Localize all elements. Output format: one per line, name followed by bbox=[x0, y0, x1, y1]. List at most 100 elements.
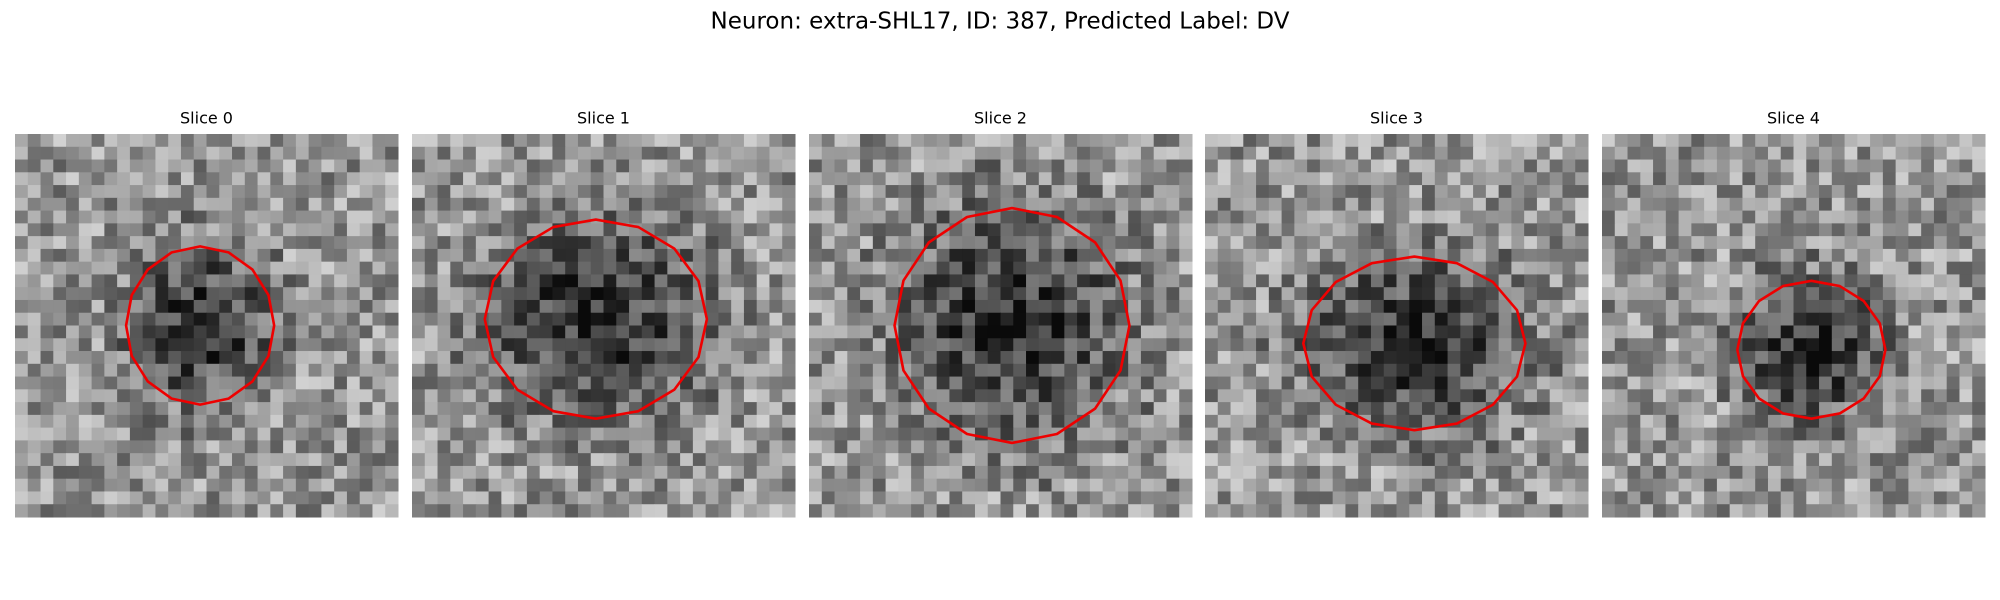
pixel bbox=[1602, 210, 1616, 224]
pixel bbox=[104, 453, 118, 467]
pixel bbox=[654, 287, 668, 301]
pixel bbox=[53, 236, 67, 250]
pixel bbox=[104, 414, 118, 429]
pixel bbox=[743, 389, 758, 403]
pixel bbox=[1908, 389, 1922, 403]
pixel bbox=[1345, 274, 1359, 288]
pixel bbox=[1806, 376, 1820, 390]
pixel bbox=[616, 491, 630, 505]
pixel bbox=[705, 504, 719, 518]
pixel bbox=[1882, 146, 1897, 161]
panel-title: Slice 2 bbox=[974, 109, 1027, 128]
pixel bbox=[680, 312, 694, 327]
pixel bbox=[987, 389, 1002, 403]
pixel bbox=[539, 287, 553, 301]
pixel bbox=[1409, 299, 1423, 314]
pixel bbox=[1294, 312, 1308, 327]
pixel bbox=[1396, 287, 1410, 301]
pixel bbox=[1614, 159, 1629, 173]
pixel bbox=[1653, 491, 1667, 505]
pixel bbox=[488, 453, 502, 467]
pixel bbox=[437, 478, 451, 492]
pixel bbox=[641, 440, 656, 454]
pixel bbox=[1716, 363, 1731, 378]
pixel bbox=[27, 261, 42, 275]
pixel bbox=[359, 312, 373, 327]
pixel bbox=[1602, 185, 1616, 199]
pixel bbox=[1704, 389, 1718, 403]
pixel bbox=[821, 491, 836, 505]
pixel bbox=[1562, 159, 1576, 173]
pixel bbox=[860, 210, 874, 224]
pixel bbox=[1370, 146, 1385, 161]
pixel bbox=[641, 146, 656, 161]
pixel bbox=[1166, 248, 1180, 263]
pixel bbox=[1755, 465, 1769, 480]
pixel bbox=[629, 261, 643, 275]
pixel bbox=[526, 478, 541, 492]
pixel bbox=[1524, 414, 1538, 429]
pixel bbox=[257, 159, 271, 173]
pixel bbox=[257, 312, 271, 327]
pixel bbox=[488, 363, 502, 378]
pixel bbox=[1678, 274, 1692, 288]
pixel bbox=[1972, 146, 1986, 161]
pixel bbox=[1678, 210, 1692, 224]
pixel bbox=[501, 236, 515, 250]
pixel bbox=[629, 338, 643, 352]
pixel bbox=[1640, 440, 1654, 454]
pixel bbox=[1294, 185, 1308, 199]
pixel bbox=[155, 210, 169, 224]
pixel bbox=[1307, 146, 1321, 161]
pixel bbox=[1358, 351, 1372, 365]
pixel bbox=[603, 134, 617, 148]
pixel bbox=[514, 453, 528, 467]
pixel bbox=[667, 414, 681, 429]
pixel bbox=[385, 248, 399, 263]
pixel bbox=[1498, 236, 1512, 250]
pixel bbox=[232, 312, 246, 327]
pixel bbox=[1575, 478, 1589, 492]
pixel bbox=[1511, 261, 1525, 275]
pixel bbox=[1549, 248, 1563, 263]
pixel bbox=[1038, 402, 1053, 416]
pixel bbox=[1819, 274, 1833, 288]
pixel bbox=[385, 172, 399, 186]
pixel bbox=[359, 185, 373, 199]
pixel bbox=[206, 197, 220, 212]
pixel bbox=[1511, 159, 1525, 173]
pixel bbox=[1153, 363, 1167, 378]
pixel bbox=[641, 287, 656, 301]
pixel bbox=[1089, 453, 1104, 467]
pixel bbox=[1345, 325, 1359, 339]
pixel bbox=[1665, 261, 1680, 275]
pixel bbox=[1562, 478, 1576, 492]
pixel bbox=[1000, 223, 1014, 237]
pixel bbox=[1614, 236, 1629, 250]
pixel bbox=[629, 312, 643, 327]
pixel bbox=[1511, 491, 1525, 505]
pixel bbox=[1268, 440, 1283, 454]
pixel bbox=[949, 351, 963, 365]
pixel bbox=[1319, 261, 1334, 275]
pixel bbox=[372, 427, 386, 441]
pixel bbox=[936, 427, 950, 441]
pixel bbox=[1307, 274, 1321, 288]
pixel bbox=[539, 478, 553, 492]
pixel bbox=[40, 465, 54, 480]
pixel bbox=[193, 414, 208, 429]
pixel bbox=[129, 453, 144, 467]
pixel bbox=[1678, 197, 1692, 212]
pixel bbox=[962, 325, 976, 339]
pixel bbox=[923, 261, 938, 275]
pixel bbox=[1819, 491, 1833, 505]
pixel bbox=[1562, 402, 1576, 416]
pixel bbox=[1345, 146, 1359, 161]
pixel bbox=[168, 312, 182, 327]
pixel bbox=[1358, 274, 1372, 288]
pixel bbox=[949, 376, 963, 390]
pixel bbox=[1013, 325, 1027, 339]
pixel bbox=[680, 453, 694, 467]
pixel bbox=[1614, 465, 1629, 480]
pixel bbox=[1549, 185, 1563, 199]
